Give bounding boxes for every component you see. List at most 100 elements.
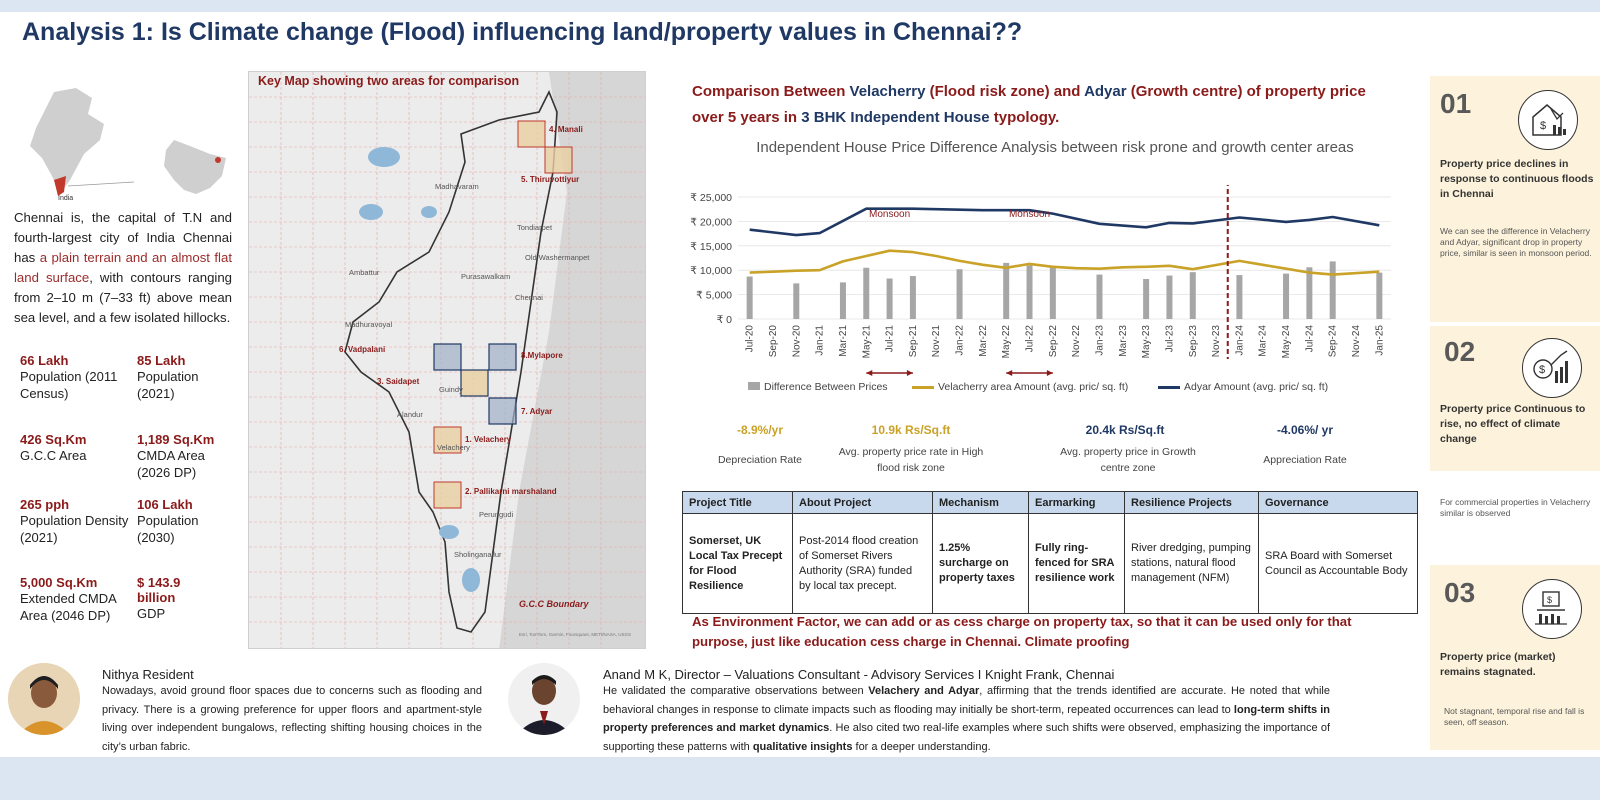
bar-difference: [746, 276, 753, 319]
th-governance: Governance: [1258, 491, 1418, 514]
metric-adyar-value: 20.4k Rs/Sq.ft: [1085, 423, 1165, 437]
legend-velacherry: Velacherry area Amount (avg. pric/ sq. f…: [912, 381, 1128, 393]
market-stagnant-icon: $: [1522, 579, 1582, 639]
card-03-number: 03: [1444, 577, 1476, 608]
metric-velachery-value: 10.9k Rs/Sq.ft: [871, 423, 951, 437]
comparison-heading: Comparison Between Velacherry (Flood ris…: [692, 83, 1366, 126]
page-title: Analysis 1: Is Climate change (Flood) in…: [22, 18, 1023, 46]
callout-line: [67, 181, 135, 187]
svg-text:$: $: [1547, 595, 1552, 605]
card-01: 01 $ Property price declines in response…: [1430, 76, 1600, 322]
bottom-band: [0, 757, 1600, 800]
base-sholinganallur: Sholinganallur: [454, 550, 502, 559]
line-adyar: [749, 207, 1380, 237]
bar-difference: [1329, 261, 1336, 319]
svg-text:$: $: [1539, 364, 1545, 376]
legend-swatch-adyar: [1158, 385, 1180, 389]
label-saidapet: 3. Saidapet: [377, 377, 420, 386]
key-map-canvas: 4. Manali 5. Thiruvottiyur 6. Vadpalani …: [249, 72, 645, 648]
label-mylapore: 8.Mylapore: [521, 351, 563, 360]
x-tick-label: May-21: [861, 325, 872, 359]
label-vadpalani: 6. Vadpalani: [339, 345, 385, 354]
label-velachery: 1. Velachery: [465, 435, 512, 444]
x-tick-label: May-22: [1001, 325, 1012, 359]
base-guindy: Guindy: [439, 385, 463, 394]
india-map: India: [30, 88, 226, 202]
bar-difference: [793, 283, 800, 319]
x-tick-label: Nov-24: [1351, 325, 1362, 358]
x-tick-label: Jul-23: [1164, 325, 1175, 353]
x-tick-label: Jan-21: [815, 325, 826, 356]
cell-resilience: River dredging, pumping stations, natura…: [1124, 513, 1259, 614]
stat-population-2021: 85 Lakh Population (2021): [137, 353, 199, 401]
th-project-title: Project Title: [682, 491, 793, 514]
th-mechanism: Mechanism: [932, 491, 1029, 514]
testimonial-2-text: He validated the comparative observation…: [603, 685, 1330, 753]
bar-difference: [886, 278, 893, 319]
map-title: Key Map showing two areas for comparison: [258, 74, 520, 88]
card-02: 02 $ Property price Continuous to rise, …: [1430, 326, 1600, 471]
price-rise-icon: $: [1522, 338, 1582, 398]
card-03-bold: Property price (market) remains stagnate…: [1440, 651, 1556, 678]
y-tick-label: ₹ 5,000: [696, 290, 732, 302]
stat-density: 265 pph Population Density (2021): [20, 497, 129, 545]
cell-manali: [517, 120, 546, 148]
cell-mechanism: 1.25% surcharge on property taxes: [932, 513, 1029, 614]
monsoon-arrow-2022-head-right: [1046, 370, 1053, 376]
cell-about-project: Post-2014 flood creation of Somerset Riv…: [792, 513, 933, 614]
x-tick-label: Jan-22: [955, 325, 966, 356]
avatar-nithya: [8, 663, 80, 735]
india-label: India: [58, 195, 73, 202]
legend-adyar: Adyar Amount (avg. pric/ sq. ft): [1158, 381, 1328, 393]
tamilnadu-outline: [164, 140, 226, 194]
gcc-boundary-label: G.C.C Boundary: [519, 599, 589, 609]
base-tondiarpet: Tondiarpet: [517, 223, 553, 232]
svg-text:$: $: [1540, 120, 1546, 132]
x-tick-label: Jan-24: [1234, 325, 1245, 356]
stat-extended-cmda: 5,000 Sq.Km Extended CMDA Area (2046 DP): [20, 575, 117, 623]
base-velachery: Velachery: [437, 443, 470, 452]
cell-vadpalani: [433, 343, 462, 371]
stat-cmda-area: 1,189 Sq.Km CMDA Area (2026 DP): [137, 432, 215, 480]
metric-adyar-label: Avg. property price in Growth centre zon…: [1060, 446, 1196, 474]
card-02-small: For commercial properties in Velacherry …: [1440, 497, 1591, 518]
bar-difference: [1143, 278, 1150, 319]
monsoon-arrow-2021-head-right: [906, 370, 913, 376]
monsoon-arrow-2021-head-left: [866, 370, 873, 376]
label-manali: 4. Manali: [549, 125, 583, 134]
base-purasawalkam: Purasawalkam: [461, 272, 510, 281]
cell-velachery: [433, 426, 462, 454]
metric-depreciation-label: Depreciation Rate: [717, 454, 803, 466]
metric-appreciation-value: -4.06%/ yr: [1276, 423, 1334, 437]
key-map: 4. Manali 5. Thiruvottiyur 6. Vadpalani …: [248, 71, 646, 649]
lake-2: [359, 204, 383, 220]
x-tick-label: Sep-24: [1328, 325, 1339, 358]
legend-swatch-velacherry: [912, 385, 934, 389]
cell-earmarking: Fully ring-fenced for SRA resilience wor…: [1028, 513, 1125, 614]
lake-5: [462, 568, 480, 592]
table-header-row: Project Title About Project Mechanism Ea…: [682, 491, 1418, 514]
x-tick-label: May-23: [1141, 325, 1152, 359]
stat-gdp: $ 143.9 billion GDP: [137, 575, 181, 621]
map-credit: Esri, TomTom, Garmin, Foursquare, METI/N…: [519, 632, 631, 637]
stat-population-2030: 106 Lakh Population (2030): [137, 497, 199, 545]
chennai-dot: [215, 157, 221, 163]
x-tick-label: Jul-20: [745, 325, 756, 353]
x-tick-label: Nov-21: [931, 325, 942, 358]
bar-difference: [956, 269, 963, 319]
y-tick-label: ₹ 10,000: [690, 265, 732, 277]
lake-4: [439, 525, 459, 539]
x-tick-label: Jan-23: [1094, 325, 1105, 356]
base-perungudi: Perungudi: [479, 510, 514, 519]
cell-governance: SRA Board with Somerset Council as Accou…: [1258, 513, 1418, 614]
card-02-number: 02: [1444, 336, 1476, 367]
bar-difference: [839, 282, 846, 319]
cell-project-title: Somerset, UK Local Tax Precept for Flood…: [682, 513, 793, 614]
x-tick-label: Jul-21: [885, 325, 896, 353]
y-tick-label: ₹ 0: [717, 314, 733, 326]
x-tick-label: Nov-23: [1211, 325, 1222, 358]
cell-thiruvottiyur: [544, 146, 573, 174]
chennai-intro: Chennai is, the capital of T.N and fourt…: [14, 210, 233, 325]
metric-velachery-label: Avg. property price rate in High flood r…: [838, 446, 984, 474]
bar-difference: [1306, 267, 1313, 319]
